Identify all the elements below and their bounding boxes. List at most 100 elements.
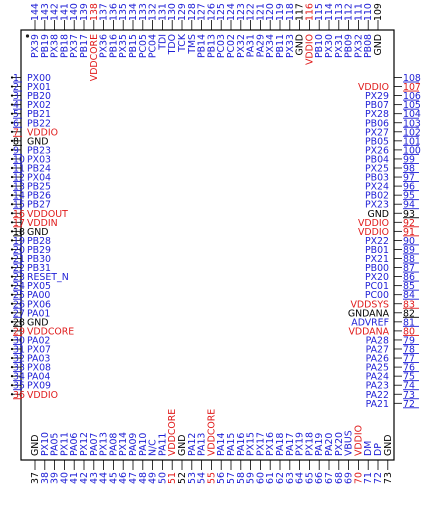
pin-number: 129 [177, 3, 188, 21]
pin-number: 90 [403, 236, 415, 247]
pin-label: PX08 [27, 363, 51, 374]
pin-number: 38 [40, 472, 51, 484]
pin-label: VDDIO [27, 127, 58, 138]
pin-label: PB02 [365, 191, 389, 202]
pin-label: PC00 [365, 290, 389, 301]
pin-label: PB23 [27, 145, 51, 156]
pin-label: PX21 [365, 254, 389, 265]
pin-number: 94 [403, 200, 415, 211]
pin-label: PB19 [40, 34, 51, 58]
pin-number: 28 [13, 317, 25, 328]
pin-number: 73 [383, 472, 394, 484]
pin-label: DP [373, 443, 384, 456]
pin-number: 124 [226, 3, 237, 21]
pin-label: VDDCORE [27, 326, 74, 337]
pin-number: 118 [285, 3, 296, 21]
pin-number: 81 [403, 317, 415, 328]
pin-label: PA09 [128, 433, 139, 456]
pin-number: 15 [13, 200, 25, 211]
top-pins: 144 PX39 143 PB19 142 PX38 141 PB18 140 PX37 139 PB… [30, 3, 384, 81]
pin-number: 87 [403, 263, 415, 274]
left-pins: 1 PX00 2 PX01 3 PB20 4 PX02 5 PB21 6 PB22 7 VDDIO 8 GND… [10, 73, 74, 401]
pin-number: 45 [108, 472, 119, 484]
pin-dot [10, 194, 14, 197]
pin-number: 5 [13, 109, 19, 120]
pin-label: PA14 [216, 433, 227, 456]
pin-dot [10, 185, 14, 188]
pin-dot [10, 266, 14, 269]
pin-label: ADVREF [351, 317, 389, 328]
pin-number: 144 [30, 3, 41, 21]
pin-number: 6 [13, 118, 19, 129]
pin-label: PX00 [27, 73, 51, 84]
pin-number: 68 [334, 472, 345, 484]
pin-label: PB24 [27, 164, 51, 175]
pin-number: 78 [403, 345, 415, 356]
pin-dot [10, 329, 14, 332]
pin-number: 100 [403, 145, 421, 156]
pin-number: 7 [13, 127, 19, 138]
pin-dot [10, 94, 14, 97]
pin-label: PA25 [366, 363, 389, 374]
pin-number: 43 [89, 472, 100, 484]
pin-number: 42 [79, 472, 90, 484]
pin-label: PX22 [365, 236, 389, 247]
pin-label: VDDCORE [167, 409, 178, 456]
pin-number: 46 [118, 472, 129, 484]
pin-number: 21 [13, 254, 25, 265]
pin-label: PB11 [275, 34, 286, 58]
pin-number: 73 [403, 390, 415, 401]
pin-number: 39 [50, 472, 61, 484]
pin-number: 123 [236, 3, 247, 21]
pin-label: VBUS [344, 430, 355, 456]
pin-label: VDDIO [358, 227, 389, 238]
pin-label: PX33 [285, 34, 296, 58]
pin-number: 109 [373, 3, 384, 21]
pin-label: PX04 [27, 173, 51, 184]
pin-number: 126 [206, 3, 217, 21]
bottom-pins: GND 37 PX10 38 PA05 39 PX11 40 PA06 41 PX12 42 PA07 4… [30, 409, 394, 484]
pin-number: 37 [30, 472, 41, 484]
pin-label: GND [383, 435, 394, 457]
pin-label: PB06 [365, 118, 389, 129]
pin-number: 19 [13, 236, 25, 247]
pin-number: 122 [246, 3, 257, 21]
pin-dot [10, 393, 14, 396]
pin-number: 26 [13, 299, 25, 310]
pin-label: PA31 [246, 34, 257, 57]
pin-label: PB17 [79, 34, 90, 58]
pin-number: 107 [403, 82, 421, 93]
pin-number: 105 [403, 100, 421, 111]
pin-dot [10, 212, 14, 215]
pin-number: 80 [403, 326, 415, 337]
pin-number: 24 [13, 281, 25, 292]
pin-label: PA03 [27, 354, 50, 365]
pin-dot [10, 157, 14, 161]
pin-label: VDDCORE [206, 409, 217, 456]
pin-label: VDDIO [27, 390, 58, 401]
pin-label: GND [295, 34, 306, 56]
pin-number: 58 [236, 472, 247, 484]
pin-number: 9 [13, 145, 19, 156]
pin-label: PB10 [314, 34, 325, 58]
pin-dot [10, 257, 14, 260]
pin-label: PA28 [366, 335, 389, 346]
pin-label: N/C [148, 439, 159, 456]
pin-label: GND [27, 227, 49, 238]
pin-number: 44 [99, 472, 110, 484]
pin-number: 36 [13, 390, 25, 401]
pin-number: 63 [285, 472, 296, 484]
pin-label: PA17 [285, 433, 296, 456]
pin-label: PB18 [59, 34, 70, 58]
pin-dot [10, 284, 14, 287]
pin-number: 74 [403, 381, 415, 392]
pin-number: 143 [40, 3, 51, 21]
pin-number: 49 [148, 472, 159, 484]
pin-label: PB09 [344, 34, 355, 58]
pin-number: 17 [13, 218, 25, 229]
pin-dot [10, 320, 14, 323]
pin-number: 134 [128, 3, 139, 21]
pin-number: 140 [69, 3, 80, 21]
pin-label: PX19 [295, 432, 306, 456]
pin-label: PX15 [246, 432, 257, 456]
